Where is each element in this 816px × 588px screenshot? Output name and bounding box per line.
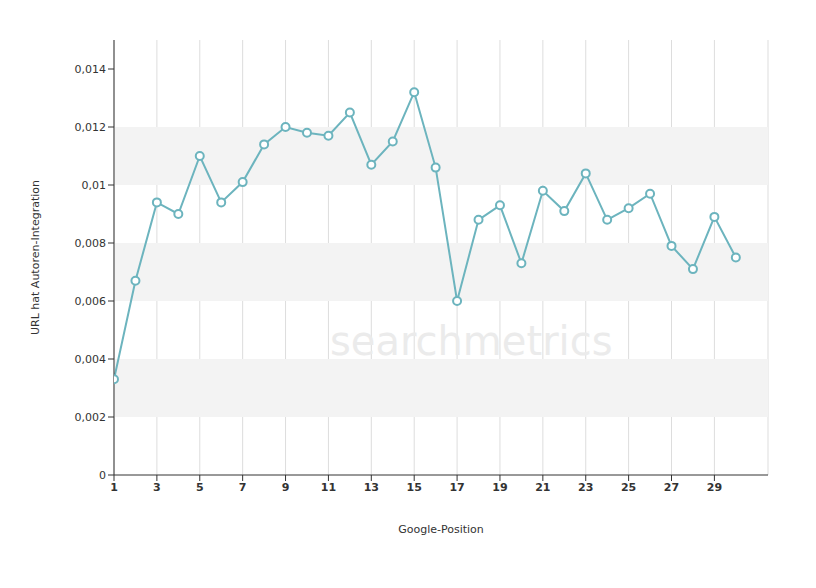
html-text:searchmetrics: searchmetrics — [330, 318, 613, 364]
svg-text:21: 21 — [535, 481, 550, 494]
svg-text:0,01: 0,01 — [82, 179, 107, 192]
svg-text:7: 7 — [239, 481, 247, 494]
svg-text:9: 9 — [282, 481, 290, 494]
svg-text:29: 29 — [707, 481, 722, 494]
svg-text:0,014: 0,014 — [75, 63, 107, 76]
svg-text:1: 1 — [110, 481, 118, 494]
svg-text:Google-Position: Google-Position — [398, 523, 484, 536]
svg-text:0,006: 0,006 — [75, 295, 107, 308]
svg-text:0,012: 0,012 — [75, 121, 107, 134]
svg-text:15: 15 — [407, 481, 422, 494]
svg-text:5: 5 — [196, 481, 204, 494]
svg-text:17: 17 — [449, 481, 464, 494]
svg-text:3: 3 — [153, 481, 161, 494]
svg-text:23: 23 — [578, 481, 593, 494]
svg-text:0,002: 0,002 — [75, 411, 107, 424]
svg-text:URL hat Autoren-Integration: URL hat Autoren-Integration — [29, 180, 42, 335]
svg-text:11: 11 — [321, 481, 336, 494]
svg-text:0: 0 — [99, 469, 106, 482]
svg-text:0,004: 0,004 — [75, 353, 107, 366]
svg-text:0,008: 0,008 — [75, 237, 107, 250]
svg-text:27: 27 — [664, 481, 679, 494]
svg-text:13: 13 — [364, 481, 379, 494]
svg-text:19: 19 — [492, 481, 507, 494]
svg-text:25: 25 — [621, 481, 636, 494]
